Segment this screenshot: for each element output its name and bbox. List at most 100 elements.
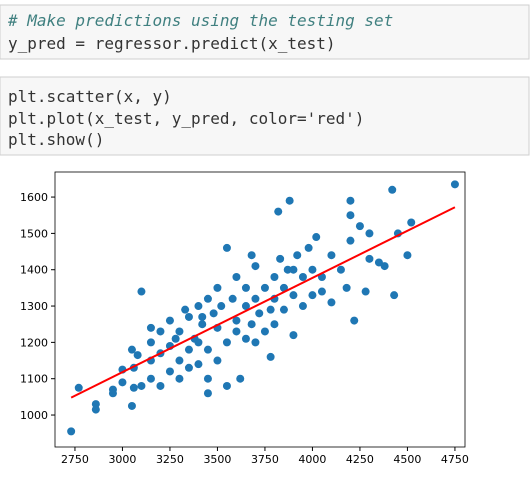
point — [165, 316, 174, 325]
x-tick-label: 3500 — [203, 453, 231, 466]
point — [270, 320, 279, 329]
point — [74, 383, 83, 392]
point — [203, 374, 212, 383]
point — [146, 323, 155, 332]
point — [118, 378, 127, 387]
point — [232, 316, 241, 325]
point — [165, 367, 174, 376]
point — [241, 334, 250, 343]
point — [194, 338, 203, 347]
plot: 2750 3000 3250 3500 3750 4000 4250 4500 4750 1000… — [20, 171, 469, 466]
point — [346, 236, 355, 245]
point — [285, 196, 294, 205]
x-tick-label: 3250 — [156, 453, 184, 466]
point — [251, 262, 260, 271]
point — [312, 233, 321, 242]
y-tick-label: 1300 — [20, 300, 48, 313]
point — [181, 305, 190, 314]
point — [365, 229, 374, 238]
point — [327, 298, 336, 307]
point — [184, 312, 193, 321]
point — [350, 316, 359, 325]
point — [108, 389, 117, 398]
point — [346, 196, 355, 205]
code-line: plt.plot(x_test, y_pred, color='red') — [8, 109, 364, 128]
x-tick-label: 3750 — [251, 453, 279, 466]
point — [137, 381, 146, 390]
point — [137, 287, 146, 296]
point — [129, 383, 138, 392]
y-tick-label: 1500 — [20, 227, 48, 240]
point — [175, 374, 184, 383]
point — [213, 283, 222, 292]
point — [247, 251, 256, 260]
point — [251, 338, 260, 347]
point — [260, 283, 269, 292]
point — [255, 309, 264, 318]
point — [289, 265, 298, 274]
point — [156, 327, 165, 336]
regression-line — [70, 206, 456, 399]
point — [365, 254, 374, 263]
point — [279, 283, 288, 292]
point — [203, 389, 212, 398]
point — [374, 258, 383, 267]
point — [308, 291, 317, 300]
x-tick-label: 4750 — [441, 453, 469, 466]
y-tick-label: 1000 — [20, 409, 48, 422]
point — [67, 427, 76, 436]
code-comment: # Make predictions using the testing set — [7, 11, 393, 30]
point — [276, 254, 285, 263]
point — [317, 287, 326, 296]
point — [270, 272, 279, 281]
axes-frame — [54, 171, 466, 448]
point — [232, 327, 241, 336]
point — [198, 312, 207, 321]
point — [336, 265, 345, 274]
y-tick-label: 1200 — [20, 336, 48, 349]
x-tick-label: 3000 — [108, 453, 136, 466]
code-line: plt.scatter(x, y) — [8, 87, 172, 106]
point — [146, 374, 155, 383]
point — [342, 283, 351, 292]
point — [127, 401, 136, 410]
point — [184, 363, 193, 372]
point — [236, 374, 245, 383]
y-tick-label: 1100 — [20, 373, 48, 386]
point — [127, 345, 136, 354]
point — [146, 338, 155, 347]
y-tick-label: 1400 — [20, 264, 48, 277]
point — [450, 180, 459, 189]
point — [308, 265, 317, 274]
point — [260, 327, 269, 336]
point — [247, 320, 256, 329]
point — [298, 302, 307, 311]
point — [222, 381, 231, 390]
point — [390, 291, 399, 300]
code-cell[interactable] — [0, 76, 530, 156]
point — [304, 243, 313, 252]
point — [361, 287, 370, 296]
point — [203, 294, 212, 303]
point — [289, 331, 298, 340]
point — [327, 251, 336, 260]
point — [133, 351, 142, 360]
point — [274, 207, 283, 216]
point — [283, 265, 292, 274]
code-line: plt.show() — [8, 130, 104, 149]
point — [346, 211, 355, 220]
point — [203, 345, 212, 354]
point — [232, 272, 241, 281]
point — [209, 309, 218, 318]
code-cell[interactable] — [0, 4, 530, 60]
point — [279, 305, 288, 314]
point — [184, 345, 193, 354]
point — [241, 302, 250, 311]
x-tick-label: 2750 — [61, 453, 89, 466]
point — [355, 222, 364, 231]
x-tick-label: 4000 — [298, 453, 326, 466]
point — [228, 294, 237, 303]
point — [293, 251, 302, 260]
point — [171, 334, 180, 343]
